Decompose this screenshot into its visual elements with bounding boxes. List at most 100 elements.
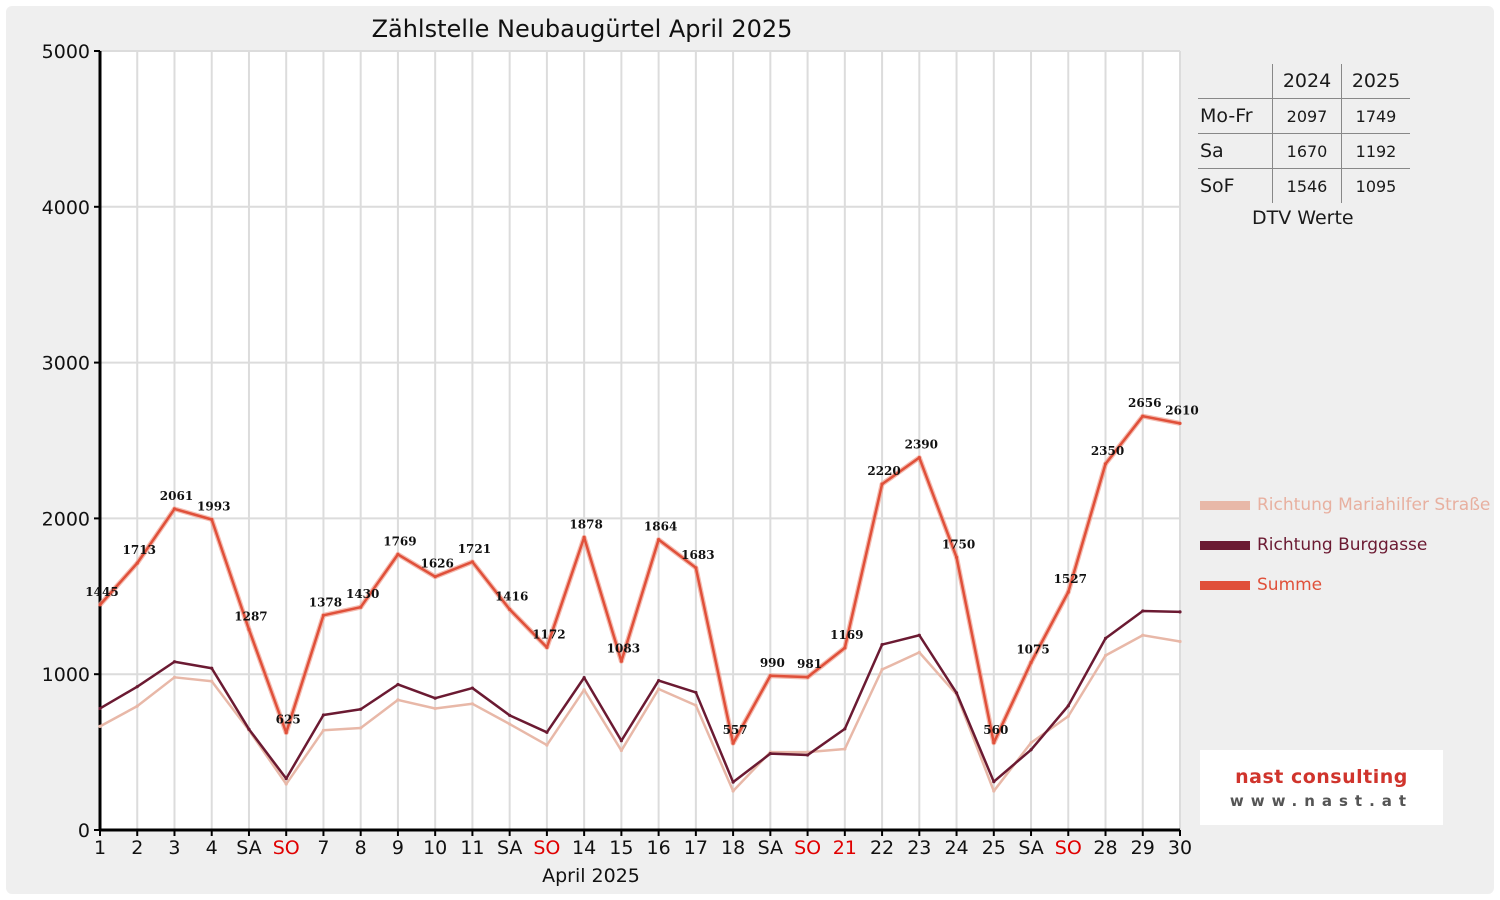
data-point bbox=[508, 607, 512, 611]
logo-url-text: www.nast.at bbox=[1229, 792, 1414, 810]
dtv-value-2025: 1749 bbox=[1341, 98, 1410, 134]
data-point bbox=[396, 552, 400, 556]
data-point bbox=[545, 645, 549, 650]
x-tick-label: 1 bbox=[94, 837, 106, 859]
x-tick-label: 18 bbox=[721, 837, 745, 859]
data-point bbox=[880, 482, 884, 486]
data-point bbox=[545, 730, 549, 734]
nast-consulting-logo: nast consulting www.nast.at bbox=[1200, 750, 1443, 825]
chart-title: Zählstelle Neubaugürtel April 2025 bbox=[372, 15, 793, 43]
data-point bbox=[694, 703, 698, 707]
x-tick-label: SA bbox=[236, 837, 261, 859]
data-point bbox=[135, 561, 139, 565]
data-point bbox=[619, 748, 623, 753]
data-point bbox=[1141, 633, 1145, 637]
data-point bbox=[135, 704, 139, 708]
data-point bbox=[135, 685, 139, 689]
x-tick-label: 14 bbox=[572, 837, 596, 859]
data-point bbox=[247, 627, 251, 632]
data-point bbox=[805, 750, 810, 754]
x-tick-label: 4 bbox=[206, 837, 218, 859]
dtv-header-2025: 2025 bbox=[1341, 64, 1410, 99]
data-label: 1769 bbox=[383, 534, 416, 548]
dtv-row-sof: SoF 1546 1095 bbox=[1198, 168, 1410, 203]
data-point bbox=[247, 727, 251, 731]
data-label: 1993 bbox=[197, 499, 230, 513]
data-label: 1287 bbox=[234, 609, 267, 623]
x-tick-label: 25 bbox=[982, 837, 1006, 859]
data-point bbox=[470, 686, 475, 690]
data-point bbox=[1178, 421, 1182, 425]
dtv-header-2024: 2024 bbox=[1272, 64, 1342, 99]
plot-area bbox=[100, 51, 1180, 830]
x-tick-label: SO bbox=[794, 837, 821, 859]
data-point bbox=[1029, 660, 1033, 665]
data-point bbox=[768, 674, 772, 678]
data-label: 557 bbox=[723, 723, 748, 737]
x-tick-label: SA bbox=[758, 837, 783, 859]
dtv-table: 2024 2025 Mo-Fr 2097 1749 Sa 1670 1192 S… bbox=[1198, 64, 1410, 229]
x-tick-label: 30 bbox=[1168, 837, 1192, 859]
data-point bbox=[1141, 414, 1145, 418]
data-label: 625 bbox=[276, 713, 301, 727]
data-point bbox=[917, 650, 921, 654]
data-point bbox=[1066, 704, 1070, 708]
x-tick-label: 10 bbox=[423, 837, 447, 859]
data-point bbox=[768, 752, 772, 756]
data-point bbox=[98, 603, 102, 607]
data-point bbox=[210, 679, 214, 683]
x-tick-label: 11 bbox=[460, 837, 484, 859]
data-point bbox=[433, 696, 437, 700]
data-label: 2061 bbox=[160, 489, 193, 503]
data-label: 1083 bbox=[607, 641, 640, 655]
data-point bbox=[880, 667, 884, 672]
data-label: 1721 bbox=[458, 542, 491, 556]
dtv-row-mofr: Mo-Fr 2097 1749 bbox=[1198, 98, 1410, 134]
x-tick-label: 24 bbox=[944, 837, 968, 859]
x-tick-label: SO bbox=[1055, 837, 1082, 859]
legend-label: Summe bbox=[1257, 575, 1323, 595]
dtv-caption: DTV Werte bbox=[1252, 207, 1354, 229]
data-point bbox=[1103, 462, 1108, 466]
dtv-row-label: SoF bbox=[1200, 175, 1235, 197]
data-point bbox=[731, 789, 735, 793]
legend-item-summe: Summe bbox=[1200, 575, 1322, 595]
data-label: 1430 bbox=[346, 587, 379, 601]
data-label: 1527 bbox=[1054, 572, 1087, 586]
legend-swatch bbox=[1200, 500, 1250, 510]
data-point bbox=[433, 706, 437, 711]
data-point bbox=[321, 713, 326, 717]
dtv-value-2024: 1546 bbox=[1272, 168, 1342, 203]
x-tick-label: 22 bbox=[870, 837, 894, 859]
y-tick-label: 2000 bbox=[42, 508, 90, 530]
data-point bbox=[545, 743, 549, 747]
data-point bbox=[582, 676, 586, 680]
data-point bbox=[321, 728, 326, 732]
data-point bbox=[1103, 653, 1108, 658]
data-point bbox=[657, 678, 661, 683]
data-point bbox=[359, 707, 363, 711]
data-point bbox=[210, 517, 214, 522]
data-label: 1075 bbox=[1016, 643, 1049, 657]
y-tick-label: 4000 bbox=[42, 197, 90, 219]
y-tick-label: 1000 bbox=[42, 664, 90, 686]
data-point bbox=[694, 566, 698, 570]
series-line-summe bbox=[99, 414, 1181, 745]
data-point bbox=[359, 726, 363, 730]
data-point bbox=[172, 507, 177, 511]
dtv-row-label: Sa bbox=[1198, 133, 1273, 169]
dtv-value-2025: 1192 bbox=[1341, 133, 1410, 169]
data-label: 981 bbox=[797, 657, 822, 671]
x-tick-label: 21 bbox=[833, 837, 857, 859]
data-point bbox=[843, 646, 847, 650]
dtv-value-2025: 1095 bbox=[1341, 168, 1410, 203]
data-label: 2610 bbox=[1165, 403, 1198, 417]
data-label: 1172 bbox=[532, 627, 565, 641]
data-point bbox=[1066, 590, 1070, 594]
data-point bbox=[954, 555, 959, 559]
data-point bbox=[470, 560, 475, 564]
dtv-row-label: Mo-Fr bbox=[1198, 98, 1273, 134]
x-tick-label: 8 bbox=[355, 837, 367, 859]
data-point bbox=[619, 739, 623, 743]
data-point bbox=[582, 688, 586, 692]
